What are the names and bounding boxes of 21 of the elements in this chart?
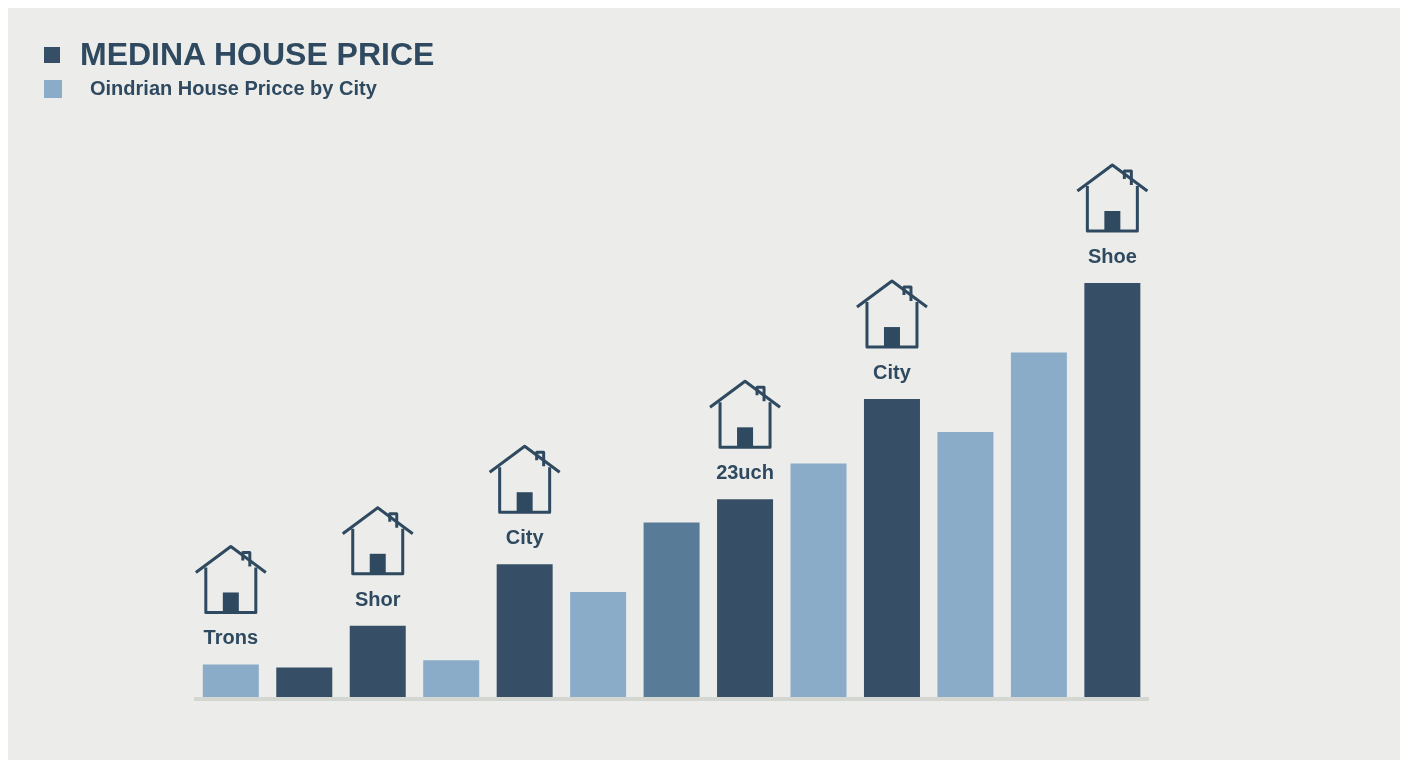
bar — [863, 399, 920, 699]
bar — [717, 499, 774, 699]
bar — [349, 625, 406, 699]
bar — [643, 522, 700, 699]
bar — [790, 463, 847, 699]
bar — [276, 667, 333, 699]
text: City — [505, 526, 544, 549]
text: Shoe — [1087, 245, 1137, 267]
legend-label: Oindrian House Pricce by City — [90, 77, 377, 100]
bar — [1084, 283, 1141, 699]
text: Shor — [354, 587, 401, 610]
text: City — [873, 361, 911, 384]
text: 23uch — [716, 461, 774, 484]
bar — [496, 564, 553, 699]
bar — [423, 660, 480, 699]
text: Trons — [203, 626, 259, 649]
bar — [202, 664, 259, 699]
bar — [1010, 352, 1067, 699]
bar — [937, 431, 994, 699]
legend-label: MEDINA HOUSE PRICE — [80, 36, 435, 73]
bar — [570, 592, 627, 699]
